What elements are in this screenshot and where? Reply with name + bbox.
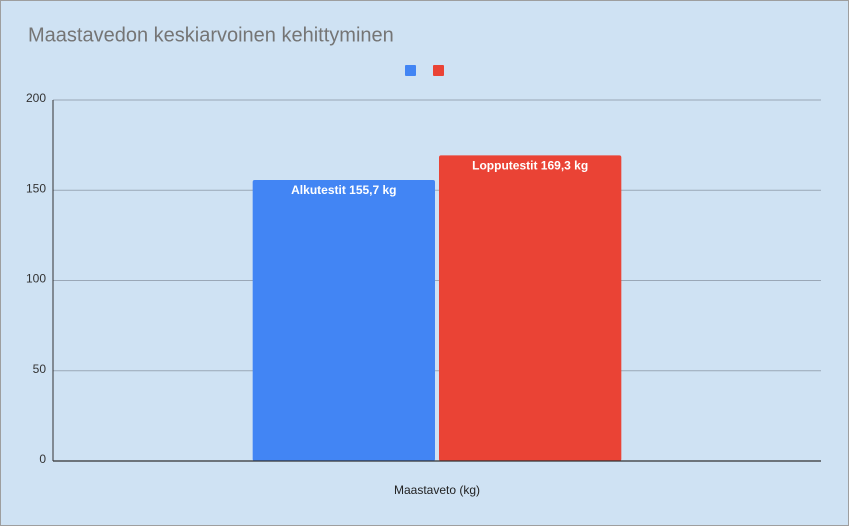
chart-title: Maastavedon keskiarvoinen kehittyminen (28, 24, 394, 46)
y-tick-label: 0 (39, 452, 46, 466)
data-label: Lopputestit 169,3 kg (472, 159, 588, 173)
y-tick-label: 150 (26, 181, 46, 195)
data-label: Alkutestit 155,7 kg (291, 183, 396, 197)
x-tick-label: Maastaveto (kg) (394, 483, 480, 497)
bar (252, 179, 435, 462)
y-tick-label: 200 (26, 91, 46, 105)
y-tick-label: 100 (26, 272, 46, 286)
legend-swatch (433, 65, 444, 76)
y-tick-label: 50 (33, 362, 47, 376)
bar (439, 155, 622, 461)
legend-swatch (405, 65, 416, 76)
